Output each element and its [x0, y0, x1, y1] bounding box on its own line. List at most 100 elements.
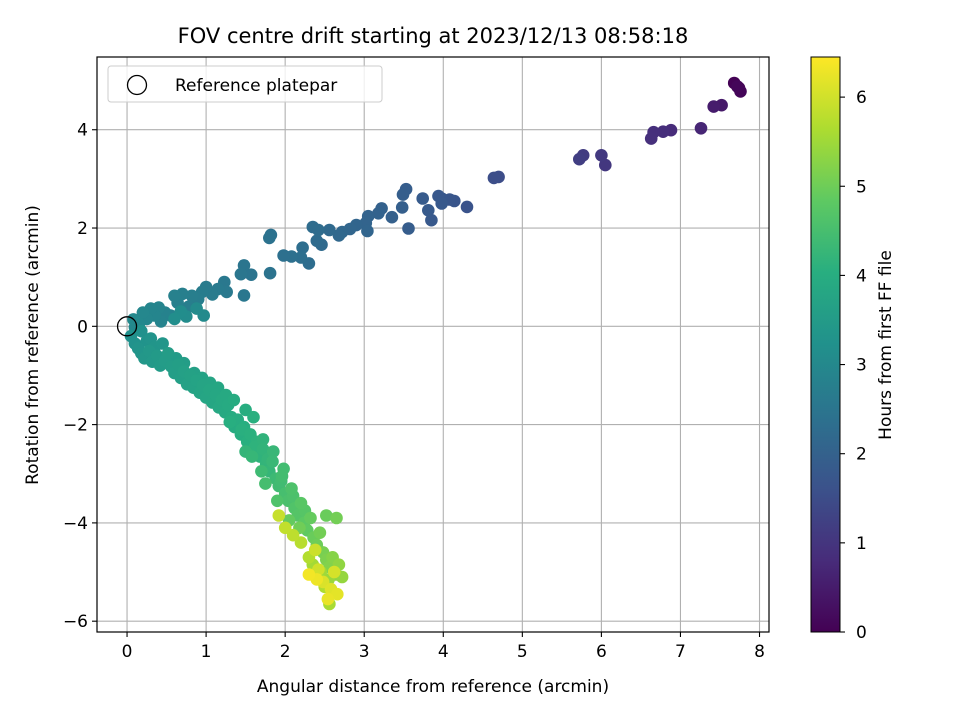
colorbar-tick-label: 2 — [856, 445, 867, 465]
data-point — [595, 149, 608, 162]
data-point — [321, 592, 335, 606]
colorbar-tick-label: 0 — [856, 623, 867, 643]
data-point — [156, 337, 169, 350]
data-point — [278, 521, 292, 535]
x-tick-label: 3 — [359, 642, 370, 662]
data-point — [168, 289, 181, 303]
data-point — [320, 509, 333, 522]
data-point — [330, 511, 343, 525]
x-tick-label: 8 — [754, 642, 765, 662]
y-tick-label: −6 — [63, 612, 88, 632]
data-point — [190, 302, 203, 315]
data-point — [731, 80, 744, 93]
colorbar-tick-label: 4 — [856, 266, 867, 286]
colorbar-tick-label: 6 — [856, 88, 867, 108]
x-tick-label: 1 — [201, 642, 212, 662]
data-point — [256, 433, 270, 446]
y-tick-label: 4 — [77, 121, 88, 141]
data-point — [372, 207, 385, 220]
data-point — [425, 213, 438, 227]
y-tick-label: −4 — [63, 514, 88, 534]
x-tick-label: 5 — [517, 642, 528, 662]
colorbar-tick-label: 5 — [856, 177, 867, 197]
y-axis-label: Rotation from reference (arcmin) — [23, 205, 43, 485]
data-point — [327, 565, 341, 579]
data-point — [168, 312, 181, 326]
data-point — [227, 393, 241, 407]
data-point — [136, 306, 150, 319]
data-point — [416, 192, 430, 205]
data-point — [435, 197, 449, 210]
data-point — [255, 465, 268, 478]
colorbar — [810, 56, 841, 633]
data-point — [308, 543, 322, 557]
data-point — [277, 249, 290, 262]
data-point — [487, 171, 501, 185]
data-point — [294, 251, 308, 264]
data-point — [644, 132, 658, 145]
data-point — [272, 509, 286, 522]
data-point — [302, 568, 316, 581]
data-point — [185, 289, 199, 303]
data-point — [247, 410, 260, 424]
y-tick-label: 0 — [77, 317, 88, 337]
data-point — [385, 210, 399, 224]
data-point — [656, 125, 670, 138]
y-axis-ticks: 4 2 0 −2 −4 −6 — [63, 121, 97, 632]
reference-marker — [116, 316, 138, 337]
data-point — [259, 477, 272, 490]
grid — [97, 57, 769, 632]
data-point — [286, 528, 300, 542]
data-point — [245, 450, 259, 463]
data-point — [312, 223, 325, 237]
data-point — [361, 224, 374, 238]
data-point — [694, 122, 708, 135]
data-point — [332, 229, 346, 242]
colorbar-tick-label: 3 — [856, 356, 867, 376]
data-point — [296, 241, 309, 254]
data-point — [161, 347, 175, 360]
data-point — [402, 222, 415, 235]
data-point — [294, 496, 308, 510]
data-point — [223, 415, 237, 429]
data-point — [304, 511, 317, 525]
plot-frame — [96, 56, 770, 633]
colorbar-ticks: 0 1 2 3 4 5 6 — [840, 88, 867, 643]
chart-title: FOV centre drift starting at 2023/12/13 … — [178, 24, 689, 48]
x-tick-label: 2 — [280, 642, 291, 662]
colorbar-tick-label: 1 — [856, 534, 867, 554]
data-point — [239, 403, 252, 417]
data-point — [275, 469, 289, 483]
data-point — [237, 289, 251, 302]
data-point — [267, 445, 280, 458]
data-point — [244, 268, 258, 282]
data-point — [263, 231, 276, 245]
colorbar-label: Hours from first FF file — [876, 250, 896, 440]
x-tick-label: 0 — [122, 642, 133, 662]
legend-marker-reference — [126, 74, 148, 96]
x-tick-label: 4 — [438, 642, 449, 662]
data-point — [573, 152, 586, 166]
data-point — [285, 482, 298, 495]
data-point — [312, 563, 325, 576]
data-point — [707, 100, 720, 113]
data-point — [323, 223, 336, 237]
data-point — [135, 324, 148, 338]
legend-label-reference: Reference platepar — [175, 76, 337, 96]
legend: Reference platepar — [107, 65, 383, 103]
data-point — [395, 201, 409, 214]
legend-box — [107, 65, 383, 103]
data-point — [294, 536, 308, 549]
data-point — [256, 442, 270, 456]
data-point — [234, 267, 248, 281]
data-point — [460, 200, 474, 214]
data-point — [313, 526, 327, 539]
x-axis-label: Angular distance from reference (arcmin) — [257, 677, 609, 697]
x-axis-ticks: 0 1 2 3 4 5 6 7 8 — [122, 632, 765, 662]
x-tick-label: 7 — [675, 642, 686, 662]
x-tick-label: 6 — [596, 642, 607, 662]
reference-marker-group — [116, 316, 138, 337]
data-point — [271, 494, 284, 508]
y-tick-label: −2 — [63, 416, 88, 436]
